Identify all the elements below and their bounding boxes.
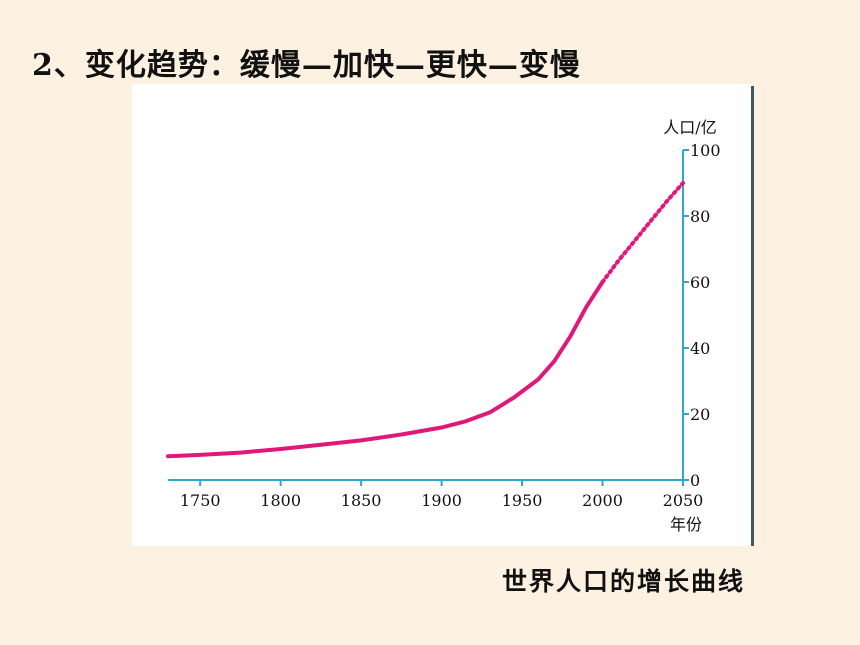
y-axis-label: 人口/亿 <box>663 118 716 137</box>
y-tick-label: 0 <box>690 471 700 490</box>
y-tick-label: 60 <box>690 273 710 292</box>
y-tick-label: 80 <box>690 207 710 226</box>
y-tick-label: 100 <box>690 141 721 160</box>
x-tick-label: 1900 <box>421 491 462 510</box>
right-divider <box>751 86 754 546</box>
x-tick-label: 2050 <box>663 491 704 510</box>
y-axis: 0 20 40 60 80 100 <box>682 141 721 490</box>
projected-population-line <box>600 181 685 284</box>
series-group <box>166 181 685 459</box>
x-tick-label: 1800 <box>260 491 301 510</box>
slide-heading: 2、变化趋势：缓慢—加快—更快—变慢 <box>32 48 581 83</box>
x-tick-label: 1950 <box>502 491 543 510</box>
x-axis: 1750 1800 1850 1900 1950 2000 2050 <box>168 479 704 510</box>
y-tick-label: 20 <box>690 405 710 424</box>
chart-caption: 世界人口的增长曲线 <box>502 567 746 596</box>
chart-panel <box>132 84 752 546</box>
y-tick-label: 40 <box>690 339 710 358</box>
x-tick-label: 1850 <box>341 491 382 510</box>
x-tick-label: 1750 <box>180 491 221 510</box>
x-axis-label: 年份 <box>670 515 702 534</box>
population-line <box>166 280 605 459</box>
x-tick-label: 2000 <box>582 491 623 510</box>
